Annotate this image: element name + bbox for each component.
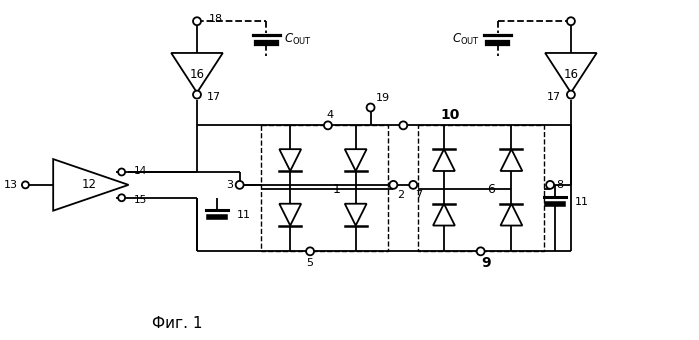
Circle shape <box>324 121 332 129</box>
Bar <box>418 125 544 251</box>
Circle shape <box>399 121 408 129</box>
Circle shape <box>236 181 244 189</box>
Text: 5: 5 <box>307 258 314 268</box>
Text: 2: 2 <box>397 190 405 200</box>
Text: 11: 11 <box>575 197 589 207</box>
Text: 15: 15 <box>134 195 147 205</box>
Circle shape <box>306 248 314 255</box>
Circle shape <box>193 17 201 25</box>
Circle shape <box>22 182 29 188</box>
Circle shape <box>409 181 417 189</box>
Text: $C_{\rm OUT}$: $C_{\rm OUT}$ <box>284 32 312 47</box>
Text: 9: 9 <box>481 256 491 270</box>
Text: 19: 19 <box>375 92 389 103</box>
Circle shape <box>567 17 575 25</box>
Text: 4: 4 <box>326 110 333 120</box>
Circle shape <box>366 104 375 112</box>
Text: 3: 3 <box>226 180 233 190</box>
Text: 1: 1 <box>333 183 341 196</box>
Text: 14: 14 <box>134 166 147 176</box>
Text: 11: 11 <box>237 210 251 220</box>
Bar <box>261 125 389 251</box>
Text: Фиг. 1: Фиг. 1 <box>152 316 203 331</box>
Circle shape <box>567 91 575 99</box>
Text: 13: 13 <box>3 180 17 190</box>
Text: 17: 17 <box>547 91 561 102</box>
Text: $C_{\rm OUT}$: $C_{\rm OUT}$ <box>452 32 480 47</box>
Circle shape <box>118 194 125 201</box>
Text: 10: 10 <box>440 108 460 122</box>
Text: 17: 17 <box>207 91 221 102</box>
Text: 6: 6 <box>487 183 494 196</box>
Text: 12: 12 <box>81 178 96 191</box>
Text: 16: 16 <box>189 68 205 81</box>
Circle shape <box>193 91 201 99</box>
Text: 8: 8 <box>556 180 563 190</box>
Circle shape <box>118 169 125 175</box>
Text: 7: 7 <box>415 190 422 200</box>
Text: 16: 16 <box>563 68 578 81</box>
Circle shape <box>546 181 554 189</box>
Circle shape <box>389 181 397 189</box>
Circle shape <box>477 248 484 255</box>
Text: 18: 18 <box>209 14 223 24</box>
